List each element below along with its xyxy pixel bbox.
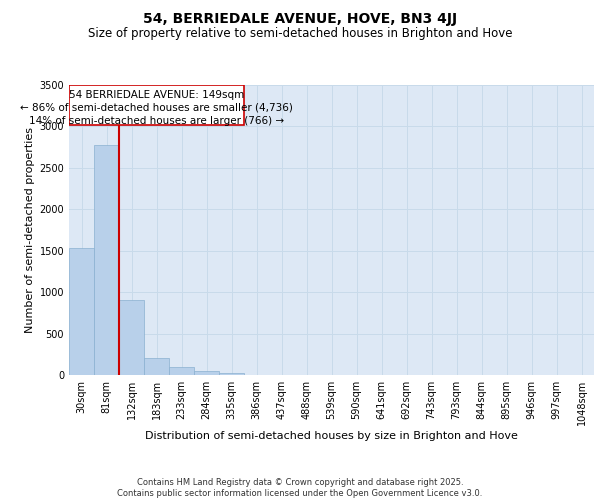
Text: Contains HM Land Registry data © Crown copyright and database right 2025.
Contai: Contains HM Land Registry data © Crown c…: [118, 478, 482, 498]
FancyBboxPatch shape: [69, 85, 244, 125]
Text: 54 BERRIEDALE AVENUE: 149sqm: 54 BERRIEDALE AVENUE: 149sqm: [69, 90, 244, 100]
Text: Size of property relative to semi-detached houses in Brighton and Hove: Size of property relative to semi-detach…: [88, 28, 512, 40]
Bar: [144, 358, 169, 375]
Bar: [69, 248, 94, 375]
Text: ← 86% of semi-detached houses are smaller (4,736): ← 86% of semi-detached houses are smalle…: [20, 103, 293, 113]
Y-axis label: Number of semi-detached properties: Number of semi-detached properties: [25, 127, 35, 333]
Bar: [219, 374, 244, 375]
Text: 14% of semi-detached houses are larger (766) →: 14% of semi-detached houses are larger (…: [29, 116, 284, 126]
Text: 54, BERRIEDALE AVENUE, HOVE, BN3 4JJ: 54, BERRIEDALE AVENUE, HOVE, BN3 4JJ: [143, 12, 457, 26]
Bar: [119, 300, 144, 375]
Bar: [94, 144, 119, 375]
Bar: [169, 366, 194, 375]
X-axis label: Distribution of semi-detached houses by size in Brighton and Hove: Distribution of semi-detached houses by …: [145, 430, 518, 440]
Bar: [194, 371, 219, 375]
